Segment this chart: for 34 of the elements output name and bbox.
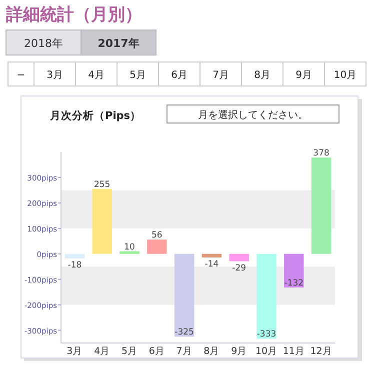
bar xyxy=(64,254,85,258)
chart-subtitle: 月次分析（Pips） xyxy=(49,109,142,122)
x-tick-label: 11月 xyxy=(282,346,305,357)
data-label: 255 xyxy=(94,180,110,190)
chart-title: 詳細統計（月別） xyxy=(5,5,142,25)
bar xyxy=(174,254,194,337)
data-label: -132 xyxy=(284,278,304,288)
x-tick-label: 8月 xyxy=(204,346,220,357)
x-tick-label: 3月 xyxy=(66,346,83,357)
data-label: -333 xyxy=(256,330,276,340)
bar xyxy=(202,254,222,258)
bar xyxy=(311,158,332,254)
text: 月を選択してください。 xyxy=(198,109,308,121)
x-tick-label: 6月 xyxy=(148,346,165,357)
x-tick-label: 4月 xyxy=(94,346,110,357)
bar xyxy=(92,188,112,254)
x-tick-label: 9月 xyxy=(231,346,248,357)
data-label: -325 xyxy=(174,328,194,338)
x-tick-label: 10月 xyxy=(255,346,278,357)
data-label: -29 xyxy=(232,263,246,274)
data-label: 56 xyxy=(151,230,162,241)
data-label: -18 xyxy=(68,260,82,270)
data-label: -14 xyxy=(204,259,219,270)
bar xyxy=(229,254,249,262)
data-label: 10 xyxy=(124,242,135,252)
x-tick-label: 7月 xyxy=(176,346,192,357)
x-tick-label: 5月 xyxy=(121,346,138,357)
x-tick-label: 12月 xyxy=(310,346,332,357)
bar xyxy=(120,251,140,254)
data-label: 378 xyxy=(313,148,330,159)
bar xyxy=(284,254,304,288)
bar xyxy=(256,254,276,339)
tabs: 2018年 2017年 − 3月 4月 5月 6月 7月 8月 9月 10月 xyxy=(6,30,366,86)
bar xyxy=(147,240,167,254)
